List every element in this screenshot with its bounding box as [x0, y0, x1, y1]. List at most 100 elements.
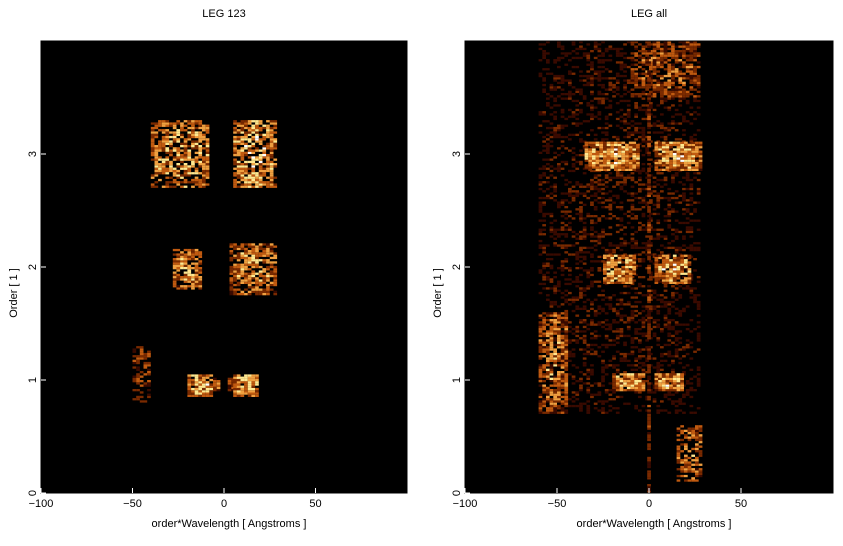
- heatmap-cell: [546, 391, 550, 393]
- heatmap-cell: [620, 177, 624, 179]
- heatmap-cell: [165, 125, 169, 127]
- heatmap-cell: [191, 127, 195, 129]
- heatmap-cell: [241, 392, 245, 394]
- heatmap-cell: [682, 238, 686, 240]
- heatmap-cell: [655, 155, 659, 157]
- heatmap-cell: [539, 376, 543, 378]
- heatmap-cell: [690, 66, 694, 68]
- heatmap-cell: [660, 55, 664, 57]
- heatmap-cell: [568, 253, 572, 255]
- heatmap-cell: [241, 255, 245, 257]
- heatmap-cell: [564, 52, 568, 54]
- heatmap-cell: [251, 143, 255, 145]
- heatmap-cell: [273, 266, 277, 268]
- heatmap-cell: [206, 150, 210, 152]
- heatmap-cell: [241, 291, 245, 293]
- heatmap-cell: [629, 148, 633, 150]
- heatmap-cell: [255, 277, 259, 279]
- heatmap-cell: [546, 143, 550, 145]
- heatmap-cell: [658, 144, 662, 146]
- heatmap-cell: [638, 86, 642, 88]
- heatmap-cell: [667, 98, 671, 100]
- heatmap-cell: [601, 235, 605, 237]
- heatmap-cell: [557, 75, 561, 77]
- heatmap-cell: [206, 152, 210, 154]
- heatmap-cell: [251, 150, 255, 152]
- heatmap-cell: [682, 195, 686, 197]
- heatmap-cell: [609, 249, 613, 251]
- heatmap-cell: [612, 215, 616, 217]
- heatmap-cell: [237, 129, 241, 131]
- heatmap-cell: [557, 134, 561, 136]
- heatmap-cell: [542, 335, 546, 337]
- heatmap-cell: [675, 337, 679, 339]
- heatmap-cell: [598, 312, 602, 314]
- heatmap-cell: [162, 143, 166, 145]
- heatmap-cell: [601, 59, 605, 61]
- heatmap-cell: [634, 59, 638, 61]
- heatmap-cell: [598, 305, 602, 307]
- heatmap-cell: [596, 153, 600, 155]
- heatmap-cell: [590, 109, 594, 111]
- heatmap-cell: [147, 382, 151, 384]
- heatmap-cell: [634, 373, 638, 375]
- heatmap-cell: [667, 197, 671, 199]
- heatmap-cell: [575, 339, 579, 341]
- heatmap-cell: [568, 202, 572, 204]
- heatmap-cell: [594, 174, 598, 176]
- heatmap-cell: [638, 366, 642, 368]
- heatmap-cell: [575, 104, 579, 106]
- heatmap-cell: [616, 86, 620, 88]
- heatmap-cell: [590, 79, 594, 81]
- heatmap-cell: [191, 276, 195, 278]
- heatmap-cell: [612, 77, 616, 79]
- heatmap-cell: [690, 50, 694, 52]
- heatmap-cell: [666, 146, 670, 148]
- heatmap-cell: [690, 220, 694, 222]
- heatmap-cell: [609, 208, 613, 210]
- heatmap-cell: [550, 213, 554, 215]
- heatmap-cell: [638, 355, 642, 357]
- heatmap-cell: [688, 430, 692, 432]
- heatmap-cell: [647, 439, 651, 441]
- heatmap-cell: [607, 146, 611, 148]
- heatmap-cell: [557, 290, 561, 292]
- heatmap-cell: [614, 151, 618, 153]
- heatmap-cell: [631, 77, 635, 79]
- heatmap-cell: [266, 252, 270, 254]
- heatmap-cell: [572, 310, 576, 312]
- heatmap-cell: [594, 299, 598, 301]
- heatmap-cell: [255, 174, 259, 176]
- heatmap-cell: [671, 116, 675, 118]
- heatmap-cell: [675, 333, 679, 335]
- heatmap-cell: [266, 268, 270, 270]
- heatmap-cell: [155, 147, 159, 149]
- heatmap-cell: [603, 166, 607, 168]
- heatmap-cell: [244, 136, 248, 138]
- heatmap-cell: [653, 204, 657, 206]
- heatmap-cell: [631, 95, 635, 97]
- heatmap-cell: [184, 156, 188, 158]
- heatmap-cell: [546, 348, 550, 350]
- heatmap-cell: [671, 73, 675, 75]
- heatmap-cell: [632, 164, 636, 166]
- heatmap-cell: [649, 165, 653, 167]
- heatmap-cell: [539, 73, 543, 75]
- heatmap-cell: [667, 321, 671, 323]
- heatmap-cell: [623, 43, 627, 45]
- heatmap-cell: [539, 269, 543, 271]
- heatmap-cell: [656, 64, 660, 66]
- heatmap-cell: [684, 443, 688, 445]
- heatmap-cell: [642, 199, 646, 201]
- heatmap-cell: [653, 125, 657, 127]
- heatmap-cell: [666, 273, 670, 275]
- heatmap-cell: [638, 50, 642, 52]
- heatmap-cell: [561, 303, 565, 305]
- heatmap-cell: [678, 113, 682, 115]
- heatmap-cell: [140, 396, 144, 398]
- heatmap-cell: [699, 446, 703, 448]
- heatmap-cell: [642, 389, 646, 391]
- heatmap-cell: [270, 129, 274, 131]
- heatmap-cell: [682, 46, 686, 48]
- heatmap-cell: [690, 346, 694, 348]
